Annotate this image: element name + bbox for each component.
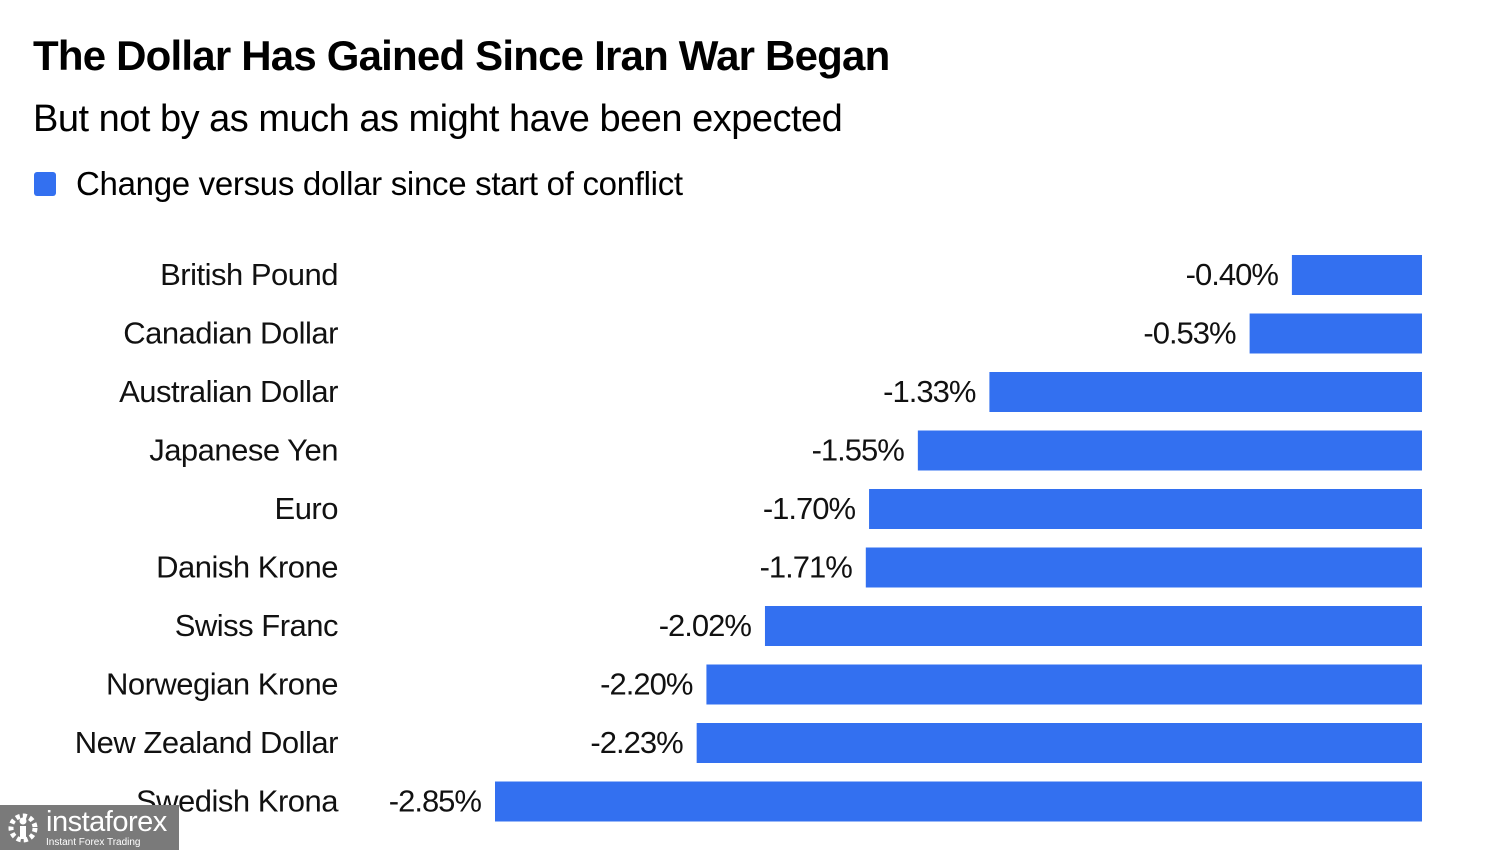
category-label: Canadian Dollar bbox=[123, 316, 338, 351]
bar-row: Canadian Dollar -0.53% bbox=[123, 313, 1422, 354]
value-label: -2.85% bbox=[389, 784, 482, 819]
gear-person-icon bbox=[8, 813, 38, 842]
watermark-brand: instaforex bbox=[46, 805, 167, 838]
legend-label: Change versus dollar since start of conf… bbox=[76, 165, 683, 202]
bar bbox=[706, 664, 1422, 705]
bar bbox=[989, 372, 1422, 412]
value-label: -2.20% bbox=[600, 667, 693, 702]
bar-row: Danish Krone -1.71% bbox=[156, 547, 1422, 588]
value-label: -0.53% bbox=[1143, 316, 1236, 351]
category-label: Norwegian Krone bbox=[106, 667, 338, 702]
bar bbox=[869, 489, 1422, 529]
bar-row: New Zealand Dollar -2.23% bbox=[75, 723, 1422, 763]
value-label: -1.70% bbox=[763, 491, 856, 526]
bar-row: Euro -1.70% bbox=[275, 489, 1422, 529]
bar-row: Japanese Yen -1.55% bbox=[149, 430, 1422, 471]
chart-title: The Dollar Has Gained Since Iran War Beg… bbox=[33, 32, 890, 79]
bar-row: Swedish Krona -2.85% bbox=[136, 781, 1422, 822]
value-label: -1.55% bbox=[812, 433, 905, 468]
value-label: -0.40% bbox=[1186, 257, 1279, 292]
bar-row: Australian Dollar -1.33% bbox=[119, 372, 1422, 412]
watermark: instaforex Instant Forex Trading bbox=[0, 805, 179, 850]
value-label: -2.23% bbox=[590, 725, 683, 760]
category-label: Danish Krone bbox=[156, 550, 338, 585]
value-label: -2.02% bbox=[659, 608, 752, 643]
bar bbox=[696, 723, 1422, 763]
watermark-tagline: Instant Forex Trading bbox=[46, 836, 141, 848]
bar bbox=[917, 430, 1422, 471]
category-label: New Zealand Dollar bbox=[75, 725, 338, 760]
bar-row: Swiss Franc -2.02% bbox=[175, 606, 1422, 646]
category-label: Japanese Yen bbox=[149, 433, 338, 468]
chart-subtitle: But not by as much as might have been ex… bbox=[33, 98, 843, 140]
value-label: -1.33% bbox=[883, 374, 976, 409]
category-label: Swiss Franc bbox=[175, 608, 338, 643]
legend: Change versus dollar since start of conf… bbox=[34, 165, 683, 203]
bar bbox=[495, 781, 1422, 822]
value-label: -1.71% bbox=[760, 550, 853, 585]
bar bbox=[1291, 255, 1422, 295]
category-label: British Pound bbox=[160, 257, 338, 292]
bar-row: Norwegian Krone -2.20% bbox=[106, 664, 1422, 705]
bar bbox=[865, 547, 1422, 588]
bar bbox=[1249, 313, 1422, 354]
bar-row: British Pound -0.40% bbox=[160, 255, 1422, 295]
category-label: Euro bbox=[275, 491, 338, 526]
legend-swatch bbox=[34, 172, 56, 196]
bar bbox=[764, 606, 1422, 646]
category-label: Australian Dollar bbox=[119, 374, 338, 409]
